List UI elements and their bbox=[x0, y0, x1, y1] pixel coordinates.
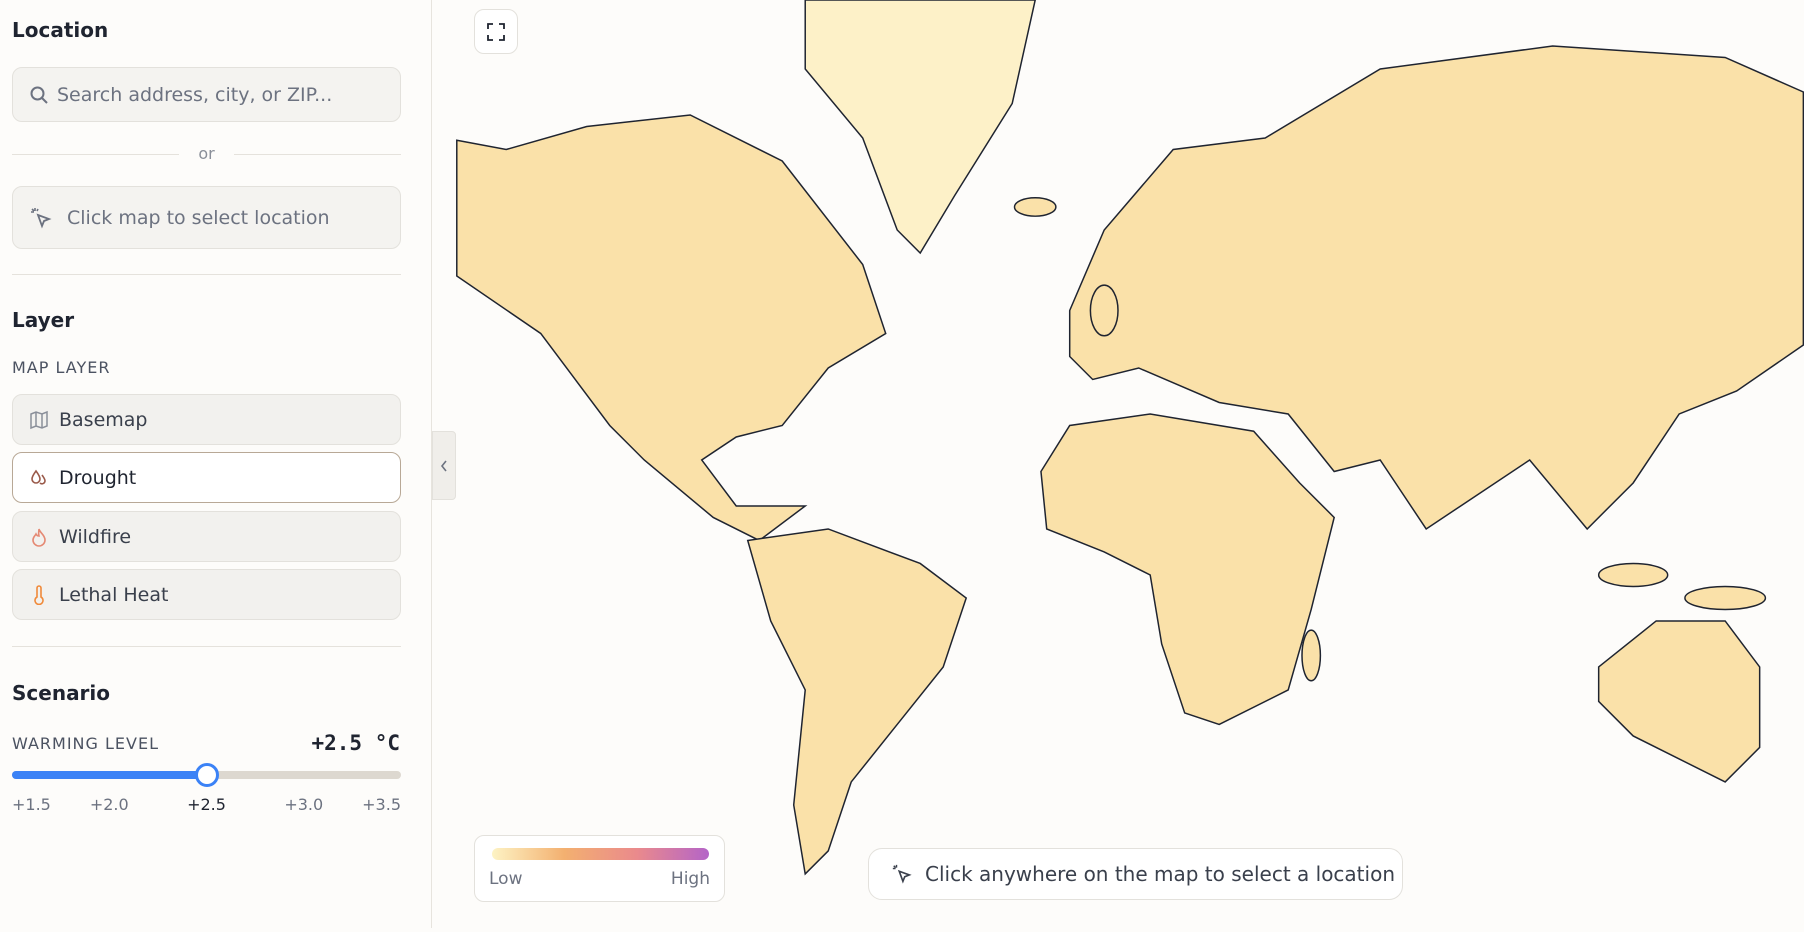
legend-low: Low bbox=[489, 869, 523, 889]
divider bbox=[12, 646, 401, 647]
option-label: Basemap bbox=[59, 408, 148, 431]
map-canvas bbox=[456, 0, 1804, 876]
layer-option[interactable]: Basemap bbox=[12, 394, 401, 445]
tick-label: +3.5 bbox=[362, 795, 401, 814]
slider-thumb[interactable] bbox=[194, 763, 219, 787]
option-label: Drought bbox=[59, 466, 137, 489]
option-label: Wildfire bbox=[59, 525, 132, 548]
layer-option[interactable]: Lethal Heat bbox=[12, 569, 401, 620]
legend-high: High bbox=[670, 869, 710, 889]
legend-gradient bbox=[492, 848, 709, 860]
pointer-icon bbox=[892, 864, 912, 884]
fullscreen-icon bbox=[487, 22, 505, 41]
collapse-sidebar-button[interactable] bbox=[432, 431, 456, 500]
search-input[interactable]: Search address, city, or ZIP... bbox=[12, 67, 401, 122]
tick-label: +1.5 bbox=[12, 795, 51, 814]
divider bbox=[12, 154, 179, 155]
landmasses bbox=[456, 0, 1804, 876]
sidebar: Location Search address, city, or ZIP...… bbox=[0, 0, 432, 928]
button-label: Click map to select location bbox=[67, 206, 330, 229]
tick-label: +2.5 bbox=[187, 795, 226, 814]
slider-fill bbox=[12, 771, 207, 779]
hint-text: Click anywhere on the map to select a lo… bbox=[925, 862, 1395, 886]
layer-option[interactable]: Drought bbox=[12, 452, 401, 503]
map[interactable]: Low High Click anywhere on the map to se… bbox=[432, 0, 1804, 928]
pointer-icon bbox=[31, 207, 52, 229]
layer-option[interactable]: Wildfire bbox=[12, 511, 401, 562]
divider bbox=[12, 274, 401, 275]
layer-icon bbox=[31, 469, 46, 485]
map-hint: Click anywhere on the map to select a lo… bbox=[868, 848, 1403, 900]
section-title: Scenario bbox=[12, 681, 111, 705]
legend: Low High bbox=[474, 835, 725, 902]
tick-label: +3.0 bbox=[284, 795, 324, 814]
chevron-icon bbox=[440, 460, 447, 471]
divider bbox=[234, 154, 401, 155]
layer-icon bbox=[30, 410, 48, 429]
slider-value: +2.5 °C bbox=[311, 731, 400, 755]
fullscreen-button[interactable] bbox=[474, 9, 518, 54]
search-placeholder: Search address, city, or ZIP... bbox=[57, 83, 333, 106]
section-subtitle: MAP LAYER bbox=[12, 358, 111, 377]
tick-label: +2.0 bbox=[89, 795, 129, 814]
option-label: Lethal Heat bbox=[59, 583, 169, 606]
section-title: Location bbox=[12, 18, 109, 42]
click-map-button[interactable]: Click map to select location bbox=[12, 186, 401, 249]
layer-icon bbox=[34, 584, 44, 605]
layer-icon bbox=[32, 528, 46, 547]
search-icon bbox=[30, 86, 48, 104]
section-title: Layer bbox=[12, 308, 75, 332]
slider-label: WARMING LEVEL bbox=[12, 734, 159, 753]
divider-text: or bbox=[198, 144, 215, 163]
slider-track[interactable] bbox=[12, 763, 401, 787]
